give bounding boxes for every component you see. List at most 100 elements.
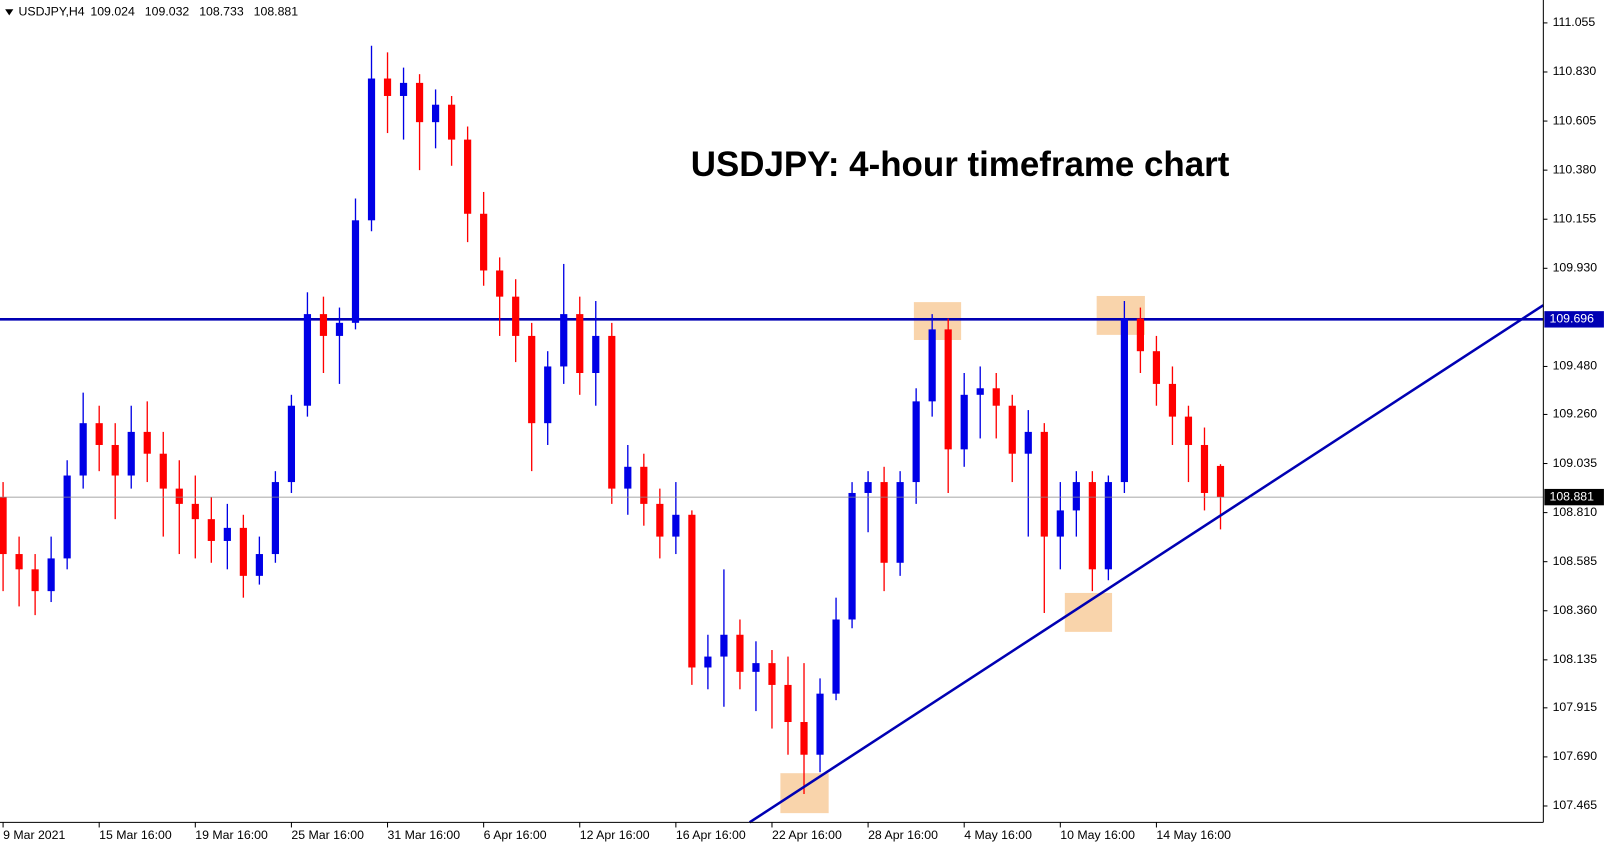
candle-body	[832, 619, 840, 694]
x-tick-label: 10 May 16:00	[1060, 828, 1135, 842]
y-tick-label: 109.035	[1553, 456, 1598, 470]
candle-body	[448, 104, 456, 140]
candle-body	[992, 388, 1000, 406]
candle-body	[111, 444, 119, 476]
candle-body	[592, 335, 600, 374]
candle-body	[287, 405, 296, 483]
candle-body	[1152, 351, 1161, 384]
candle-body	[79, 423, 87, 476]
y-tick-label: 109.930	[1553, 261, 1598, 275]
candle-body	[415, 82, 424, 123]
chart-title: USDJPY: 4-hour timeframe chart	[691, 145, 1230, 184]
candle-body	[736, 634, 744, 672]
candle-body	[1200, 444, 1209, 493]
candle-body	[47, 558, 55, 592]
candle-body	[191, 503, 199, 520]
candle-body	[31, 569, 39, 592]
candle-body	[431, 104, 440, 123]
candle-body	[752, 663, 760, 672]
header-low: 108.733	[199, 5, 244, 19]
candle-body	[1024, 431, 1032, 454]
x-tick-label: 9 Mar 2021	[3, 828, 65, 842]
candle-body	[1008, 405, 1016, 454]
candle-body	[15, 554, 23, 570]
y-tick-label: 110.155	[1553, 211, 1597, 225]
y-tick-label: 110.380	[1553, 162, 1597, 176]
candle-body	[159, 453, 167, 489]
candle-body	[1088, 482, 1096, 570]
y-tick-label: 107.690	[1553, 749, 1598, 763]
candle-body	[544, 366, 552, 424]
candle-body	[63, 475, 71, 559]
candle-body	[848, 492, 856, 620]
candle-body	[207, 519, 215, 541]
candle-body	[239, 527, 247, 576]
candle-body	[255, 554, 263, 576]
x-tick-label: 31 Mar 16:00	[388, 828, 461, 842]
candle-body	[399, 82, 408, 96]
highlight-box	[913, 302, 962, 340]
candle-body	[576, 314, 584, 374]
candle-body	[1120, 318, 1128, 483]
candle-body	[768, 663, 776, 685]
candle-body	[624, 466, 632, 489]
candle-body	[608, 335, 616, 489]
candle-body	[800, 722, 808, 755]
candle-body	[271, 482, 279, 555]
x-tick-label: 12 Apr 16:00	[580, 828, 650, 842]
candle-body	[319, 314, 328, 336]
level-label-box	[1544, 311, 1604, 328]
candle-body	[656, 503, 664, 537]
price-label-box	[1544, 488, 1604, 506]
plot-area	[0, 45, 1544, 794]
y-tick-label: 110.830	[1553, 64, 1597, 78]
candle-body	[367, 78, 376, 221]
candle-body	[480, 213, 488, 271]
candle-body	[127, 431, 135, 476]
y-tick-label: 108.810	[1553, 505, 1598, 519]
candle-body	[528, 335, 536, 424]
x-tick-label: 19 Mar 16:00	[195, 828, 268, 842]
candle-body	[896, 482, 904, 563]
candle-body	[464, 139, 472, 214]
candle-body	[335, 322, 344, 336]
x-tick-label: 16 Apr 16:00	[676, 828, 746, 842]
trendline	[748, 304, 1545, 824]
candle-body	[560, 314, 568, 367]
y-tick-label: 111.055	[1553, 15, 1596, 29]
candle-body	[816, 693, 824, 755]
price-label: 108.881	[1549, 489, 1594, 503]
axes: 107.465 107.690 107.915 108.135 108.360 108.5…	[2, 15, 1604, 842]
candle-body	[688, 514, 696, 668]
y-tick-label: 110.605	[1553, 113, 1597, 127]
x-tick-label: 22 Apr 16:00	[772, 828, 842, 842]
header-close: 108.881	[254, 5, 299, 19]
header-high: 109.032	[145, 5, 190, 19]
menu-triangle[interactable]	[5, 9, 14, 16]
candle-body	[1104, 482, 1112, 570]
candle-body	[640, 466, 648, 504]
candle-body	[175, 488, 183, 504]
x-tick-label: 6 Apr 16:00	[484, 828, 547, 842]
y-tick-label: 107.465	[1553, 798, 1598, 812]
candle-body	[1040, 431, 1048, 537]
y-tick-label: 109.260	[1553, 407, 1598, 421]
candle-body	[976, 388, 984, 395]
x-tick-label: 28 Apr 16:00	[868, 828, 938, 842]
x-tick-label: 15 Mar 16:00	[99, 828, 172, 842]
candle-body	[960, 394, 968, 450]
y-tick-label: 108.360	[1553, 603, 1598, 617]
candle-body	[351, 220, 360, 323]
x-tick-label: 25 Mar 16:00	[291, 828, 364, 842]
candle-body	[912, 401, 920, 483]
candle-body	[1184, 416, 1193, 445]
candle-body	[944, 329, 952, 450]
y-tick-label: 109.480	[1553, 359, 1598, 373]
candle-body	[1136, 318, 1144, 352]
candle-body	[928, 329, 936, 402]
candle-body	[672, 514, 680, 537]
header-open: 109.024	[90, 5, 135, 19]
y-tick-label: 108.585	[1553, 554, 1598, 568]
candle-body	[720, 634, 728, 657]
candle-body	[496, 270, 504, 297]
